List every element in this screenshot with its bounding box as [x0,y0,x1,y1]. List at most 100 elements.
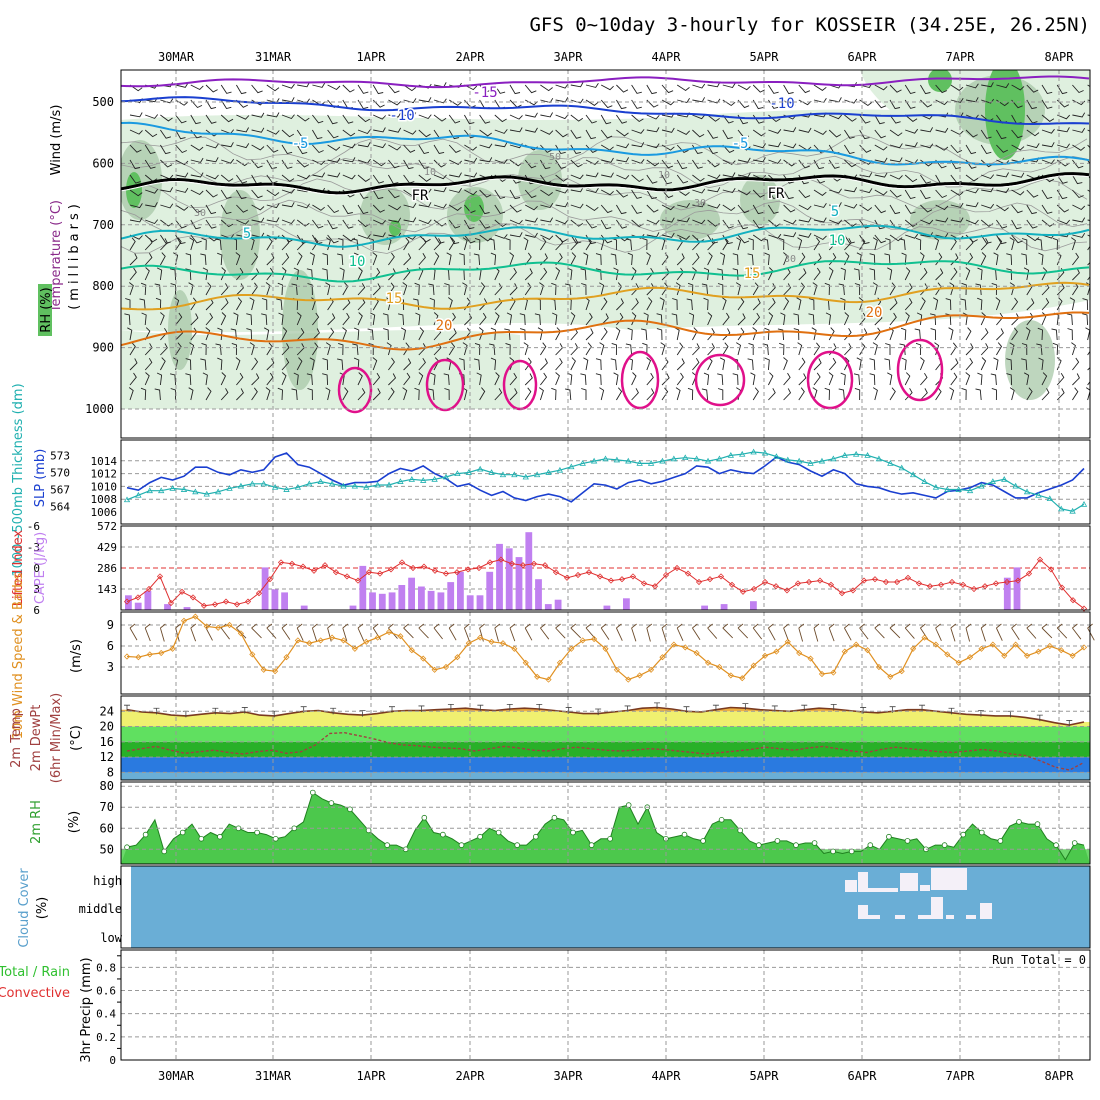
wind-barb [266,217,280,223]
wind-barb [296,238,305,251]
wind-barb [479,219,491,229]
wind-barb [281,97,295,103]
wind-barb [296,219,310,227]
wind-barb [948,327,954,341]
rh-point [811,840,818,846]
wind-barb [488,343,496,356]
wind-barb [403,203,417,209]
surface-wind-barb [144,623,151,642]
wind-barb [129,174,141,184]
wind-barb [889,99,901,110]
wind-barb [783,297,790,311]
wind-barb [996,83,1010,89]
wind-barb [1025,327,1031,341]
wind-barb [217,252,223,266]
wind-barb [509,232,523,238]
wind-barb [631,204,642,214]
surface-wind-barb [266,623,277,639]
wind-barb [813,237,821,251]
wind-barb [1057,127,1070,133]
wind-barb [885,343,891,355]
thickness-point [169,485,176,491]
wind-speed-point [477,634,484,641]
wind-speed-point [1046,642,1053,650]
top-date-label: 6APR [848,50,878,64]
cape-bar [544,604,552,610]
wind-barb [920,204,933,213]
wind-barb [874,172,888,178]
wind-barb [246,313,253,326]
rh-point [328,800,335,806]
wind-barb [1006,253,1013,266]
cape-tick: 429 [97,541,117,554]
thickness-point [647,460,655,466]
wind-barb [296,327,305,341]
wind-axis-label: Wind (m/s) [49,105,64,176]
wind-barb [372,99,385,108]
wind-barb [1041,189,1053,200]
wind-barb [996,234,1007,245]
wind-barb [327,129,339,139]
wind-barb [266,372,274,386]
wind-barb [342,298,351,311]
wind-barb [1082,298,1089,311]
rh-tick: 60 [100,821,114,835]
wind-barb [337,253,344,266]
wind-barb [236,143,250,149]
wind-barb [965,174,979,182]
wind-barb [707,312,713,326]
wind-barb [778,237,785,251]
wind-barb [783,252,788,266]
wind-barb [1051,328,1058,341]
cape-bar [398,585,406,610]
wind-barb [595,253,602,266]
wind-speed-point [579,637,586,644]
wind-barb [722,159,736,165]
lifted-index-point [200,602,208,609]
wind-barb [129,129,143,135]
wind-barb [312,204,325,211]
pressure-tick: 500 [92,95,114,109]
minmax-bar [948,707,955,715]
lifted-index-point [277,559,285,566]
wind-barb [185,358,192,371]
wind-barb [403,253,412,266]
wind-axis: 963 [107,618,114,674]
wind-barb [388,282,395,296]
wind-barb [752,298,761,311]
wind-barb [707,252,713,266]
wind-barb [585,312,593,326]
wind-barb [144,129,158,138]
thickness-point [294,483,302,490]
minmax-bar [830,704,837,711]
wind-barb [965,202,979,208]
thickness-point [682,454,689,461]
minmax-bar [1036,714,1043,722]
wind-speed-point [1080,644,1088,651]
top-date-label: 4APR [652,50,682,64]
rh-point [254,829,260,836]
temperature-band [121,726,1090,742]
wind-barb [251,387,258,401]
precip-axis-label: 3hr Precip (mm) [79,957,94,1062]
wind-barb [367,328,374,341]
minmax-axis-label: (6hr Min/Max) [49,693,64,783]
cloud-frame [120,865,1091,949]
wind-barb [812,387,818,401]
wind-barb [616,387,623,401]
temperature-tick: 20 [100,720,114,734]
thickness-point [1012,482,1019,489]
bottom-date-label: 6APR [848,1069,878,1083]
thickness-point [203,490,210,497]
wind-barb [889,387,896,401]
rh-point [755,842,762,848]
wind-speed-point [955,659,962,666]
wind-barb [829,219,843,225]
wind-barb [418,114,432,120]
slp-series [123,448,1088,514]
wind-barb [752,204,764,215]
wind-barb [844,238,852,251]
rh-region-high [126,172,142,208]
lifted-index-point [585,569,593,576]
